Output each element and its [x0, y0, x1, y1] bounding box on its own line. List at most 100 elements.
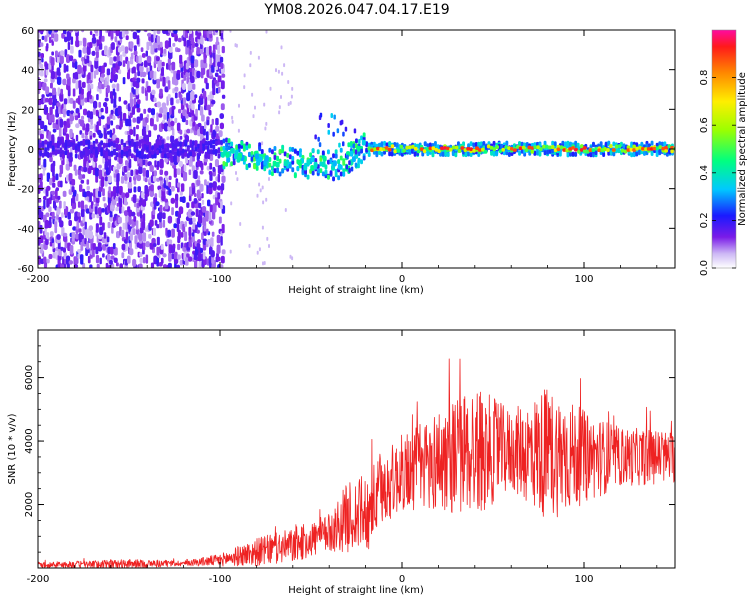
spectrogram-cell [44, 151, 48, 157]
spectrogram-cell [173, 33, 178, 38]
spectrogram-cell [63, 201, 66, 210]
spectrogram-cell [664, 148, 668, 153]
spectrogram-cell [62, 232, 68, 237]
spectrogram-cell [362, 155, 366, 161]
spectrogram-cell [176, 168, 181, 175]
spectrogram-cell [115, 137, 120, 144]
spectrogram-cell [219, 122, 224, 130]
spectrogram-cell [182, 83, 186, 90]
spectrogram-cell [199, 106, 204, 116]
spectrogram-cell [132, 117, 137, 123]
spectrogram-cell [351, 156, 356, 163]
spectrogram-cell [524, 148, 529, 152]
spectrogram-cell [220, 80, 225, 90]
spectrogram-cell [112, 186, 117, 193]
spectrogram-cell [214, 140, 218, 146]
spectrogram-cell [173, 30, 178, 34]
spectrogram-cell [204, 140, 208, 146]
spectrogram-cell [357, 151, 361, 156]
spectrogram-cell [141, 53, 146, 58]
spectrogram-cell [168, 175, 172, 181]
spectrogram-cell [52, 195, 56, 201]
spectrogram-cell [54, 205, 57, 211]
spectrogram-cell [472, 142, 476, 148]
spectrogram-cell [41, 141, 45, 146]
snr-y-tick-label: 6000 [24, 365, 35, 390]
spectrogram-cell [171, 207, 174, 216]
spectrogram-cell [72, 88, 76, 97]
spectrogram-cell [357, 163, 360, 169]
spectrogram-cell [612, 141, 616, 147]
spectrogram-cell [159, 204, 163, 213]
spectrogram-cell [133, 186, 137, 193]
spectrogram-cell [55, 108, 59, 118]
spectrogram-cell [207, 154, 211, 160]
spectrogram-cell [201, 232, 204, 240]
spectrogram-cell [184, 151, 188, 157]
spectrogram-cell [148, 153, 152, 159]
spectrogram-cell [89, 194, 92, 202]
spectrogram-cell [106, 116, 111, 125]
spectrogram-cell [62, 107, 67, 115]
spectrogram-cell [104, 160, 109, 169]
spectrogram-cell [120, 45, 125, 52]
spectrogram-cell [192, 150, 195, 156]
spectrogram-cell [209, 56, 213, 65]
spectrogram-cell [189, 30, 192, 34]
spectrogram-cell [41, 57, 44, 63]
spectrogram-cell [176, 141, 180, 147]
spectrogram-cell [154, 47, 158, 53]
spectrogram-cell [637, 149, 641, 155]
spectrogram-cell [225, 142, 228, 148]
spectrogram-cell [149, 70, 155, 79]
spectrogram-cell [182, 97, 187, 106]
spectrogram-cell [518, 141, 521, 147]
spectrogram-cell [89, 131, 93, 136]
spectrogram-cell [167, 80, 171, 90]
spectrogram-cell [365, 147, 369, 153]
spectrogram-cell [211, 231, 215, 237]
spectrogram-cell [97, 207, 102, 215]
spectrogram-cell [288, 146, 292, 152]
spectrogram-cell [309, 152, 313, 158]
spectrogram-cell [220, 183, 225, 191]
spectrogram-cell [172, 42, 176, 47]
spectrogram-cell [96, 39, 99, 47]
spectrogram-cell [191, 235, 195, 243]
spectrogram-cell [641, 146, 645, 151]
spectrogram-cell [384, 146, 389, 150]
spectrogram-cell [334, 168, 338, 174]
spectrogram-cell [225, 161, 228, 167]
spectrogram-cell [161, 144, 165, 149]
spectrogram-cell [51, 134, 55, 143]
spectrogram-cell [45, 63, 49, 70]
spectrogram-cell [402, 148, 406, 153]
spectrogram-x-tick-label: 100 [574, 274, 593, 285]
spectrogram-cell [258, 146, 262, 152]
spectrogram-cell [125, 152, 129, 158]
spectrogram-cell [59, 93, 64, 102]
spectrogram-cell [79, 234, 84, 240]
spectrogram-cell [110, 30, 114, 40]
spectrogram-cell [143, 256, 146, 264]
spectrogram-cell [594, 146, 599, 151]
spectrogram-cell [536, 150, 539, 156]
spectrogram-cell [168, 188, 172, 196]
spectrogram-cell [373, 147, 377, 152]
spectrogram-cell [235, 144, 239, 150]
spectrogram-cell [280, 45, 283, 50]
spectrogram-cell [153, 153, 157, 159]
spectrogram-cell [176, 254, 181, 260]
spectrogram-cell [156, 30, 161, 35]
spectrogram-cell [48, 92, 53, 97]
spectrogram-cell [176, 72, 181, 80]
colorbar-tick-label: 0.8 [699, 70, 710, 86]
spectrogram-cell [273, 146, 277, 151]
spectrogram-cell [54, 30, 58, 33]
spectrogram-cell [150, 262, 155, 268]
spectrogram-cell [278, 158, 282, 164]
spectrogram-cell [256, 250, 259, 255]
spectrogram-cell [163, 48, 167, 54]
spectrogram-cell [95, 175, 99, 183]
spectrogram-cell [59, 55, 64, 65]
